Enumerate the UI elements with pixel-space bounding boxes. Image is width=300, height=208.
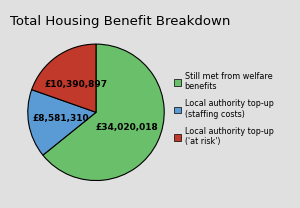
Wedge shape <box>32 44 96 112</box>
Wedge shape <box>28 90 96 155</box>
Wedge shape <box>43 44 164 181</box>
Legend: Still met from welfare
benefits, Local authority top-up
(staffing costs), Local : Still met from welfare benefits, Local a… <box>172 70 276 149</box>
Text: £10,390,897: £10,390,897 <box>45 80 108 89</box>
Text: £34,020,018: £34,020,018 <box>95 123 158 131</box>
Text: Total Housing Benefit Breakdown: Total Housing Benefit Breakdown <box>10 15 230 27</box>
Text: £8,581,310: £8,581,310 <box>33 114 89 123</box>
